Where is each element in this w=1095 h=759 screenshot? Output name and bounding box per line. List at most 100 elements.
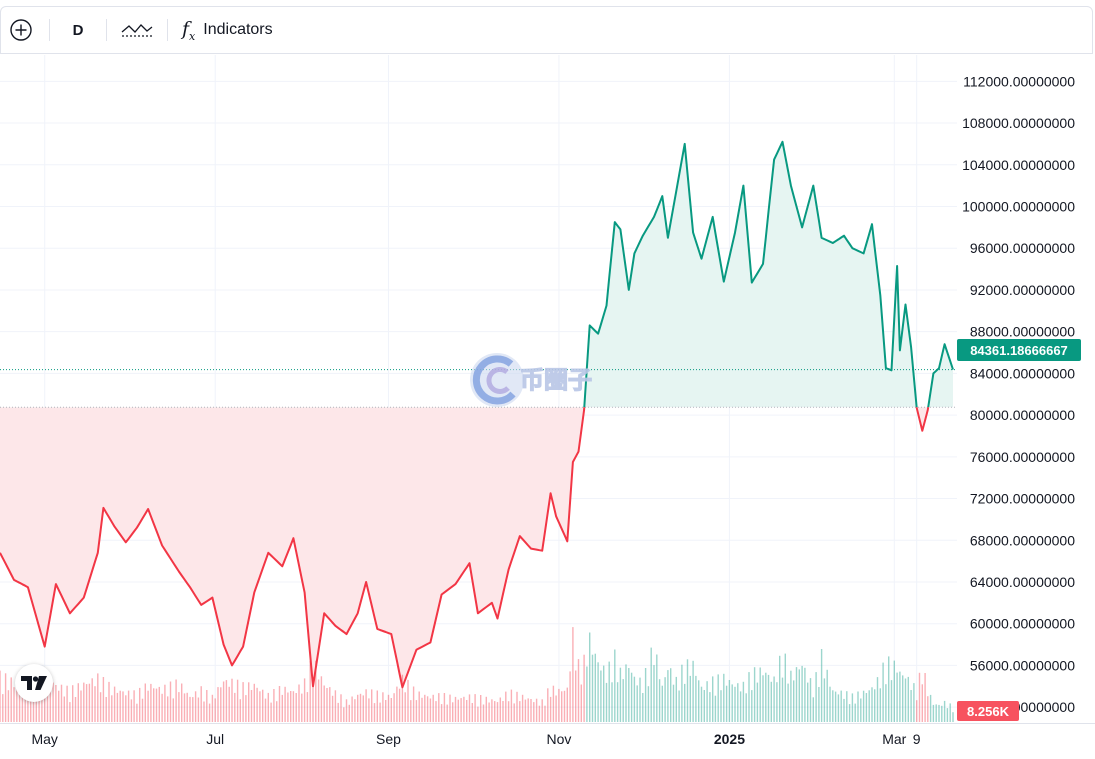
volume-bar: [826, 669, 828, 722]
y-tick-label: 68000.00000000: [970, 532, 1075, 548]
volume-bar: [888, 656, 890, 722]
volume-bar: [222, 681, 225, 722]
volume-bar: [927, 696, 929, 722]
volume-bar: [589, 632, 591, 722]
volume-bar: [765, 672, 767, 722]
volume-bar: [801, 665, 803, 722]
volume-bar: [404, 692, 406, 722]
toolbar-divider: [49, 19, 50, 41]
y-axis[interactable]: 52000.0000000056000.0000000060000.000000…: [962, 73, 1075, 715]
area-fill-down: [0, 407, 929, 688]
volume-bar: [672, 684, 675, 722]
volume-bar: [250, 690, 253, 722]
volume-bar: [167, 696, 169, 722]
volume-bar: [619, 667, 622, 722]
volume-bar: [896, 672, 898, 722]
volume-bar: [345, 699, 348, 722]
volume-bar: [228, 686, 230, 722]
volume-bar: [133, 690, 135, 722]
volume-bar: [507, 701, 510, 722]
volume-bar: [127, 690, 130, 722]
volume-bar: [365, 689, 367, 722]
volume-bar: [220, 687, 222, 722]
volume-bar: [357, 694, 359, 722]
volume-bar: [189, 696, 191, 722]
volume-bar: [644, 668, 647, 722]
volume-bar: [172, 698, 174, 722]
volume-bar: [197, 697, 200, 722]
volume-bar: [748, 672, 750, 722]
x-tick-label: May: [31, 731, 57, 747]
volume-bar: [820, 649, 823, 722]
volume-bar: [262, 689, 264, 722]
volume-bar: [647, 686, 650, 722]
volume-bar: [577, 659, 580, 722]
volume-bar: [902, 675, 904, 722]
volume-bar: [790, 670, 792, 722]
volume-bar: [611, 682, 613, 722]
volume-bar: [656, 654, 658, 722]
x-tick-label: 9: [913, 731, 921, 747]
volume-bar: [463, 696, 465, 722]
volume-bar: [426, 696, 429, 722]
y-tick-label: 76000.00000000: [970, 449, 1075, 465]
volume-bar: [860, 698, 862, 722]
volume-bar: [317, 679, 320, 722]
volume-bar: [739, 691, 742, 722]
volume-bar: [7, 690, 10, 722]
volume-bar: [99, 692, 102, 722]
volume-bar: [698, 680, 700, 722]
volume-bar: [390, 698, 392, 722]
volume-bar: [13, 687, 15, 722]
volume-bar: [136, 703, 138, 722]
volume-bar: [929, 694, 932, 722]
interval-button[interactable]: D: [72, 21, 84, 39]
volume-bar: [264, 698, 267, 722]
chart-type-button[interactable]: [115, 6, 159, 54]
volume-bar: [695, 675, 697, 722]
volume-bar: [823, 678, 826, 722]
volume-bar: [642, 693, 644, 722]
volume-bar: [337, 702, 339, 722]
volume-bar: [505, 691, 507, 722]
volume-bar: [359, 693, 362, 722]
volume-bar: [2, 694, 4, 722]
volume-bar: [393, 693, 395, 722]
tradingview-logo-badge[interactable]: [15, 664, 53, 702]
volume-bar: [471, 703, 473, 722]
volume-bar: [214, 698, 216, 722]
volume-bar: [703, 690, 705, 722]
volume-bar: [234, 692, 236, 722]
volume-bar: [326, 688, 328, 722]
x-axis[interactable]: May Jul Sep Nov 2025 Mar 9: [0, 723, 1095, 748]
y-tick-label: 100000.00000000: [962, 199, 1075, 215]
volume-bar: [857, 691, 859, 722]
volume-bar: [910, 690, 912, 722]
volume-bar: [102, 677, 105, 722]
volume-bar: [10, 677, 12, 722]
volume-bar: [678, 690, 680, 722]
volume-bar: [315, 660, 317, 722]
volume-bar: [594, 653, 596, 722]
volume-bar: [164, 684, 166, 722]
volume-bar: [563, 690, 566, 722]
add-symbol-button[interactable]: [1, 6, 41, 54]
volume-bar: [147, 690, 149, 722]
volume-bar: [60, 684, 63, 722]
volume-bar: [410, 700, 412, 722]
chart-toolbar: D fx Indicators: [0, 6, 1093, 54]
volume-bar: [658, 679, 661, 722]
volume-bar: [379, 702, 381, 722]
volume-bar: [52, 682, 54, 722]
volume-bar: [614, 649, 616, 722]
volume-bar: [865, 693, 868, 722]
volume-bar: [303, 678, 306, 722]
volume-bar: [354, 699, 356, 722]
indicators-button[interactable]: fx Indicators: [176, 6, 279, 54]
volume-bar: [667, 670, 669, 722]
volume-bar: [401, 674, 404, 722]
volume-bar: [295, 693, 297, 722]
volume-bar: [194, 691, 197, 722]
volume-bar: [597, 662, 599, 722]
